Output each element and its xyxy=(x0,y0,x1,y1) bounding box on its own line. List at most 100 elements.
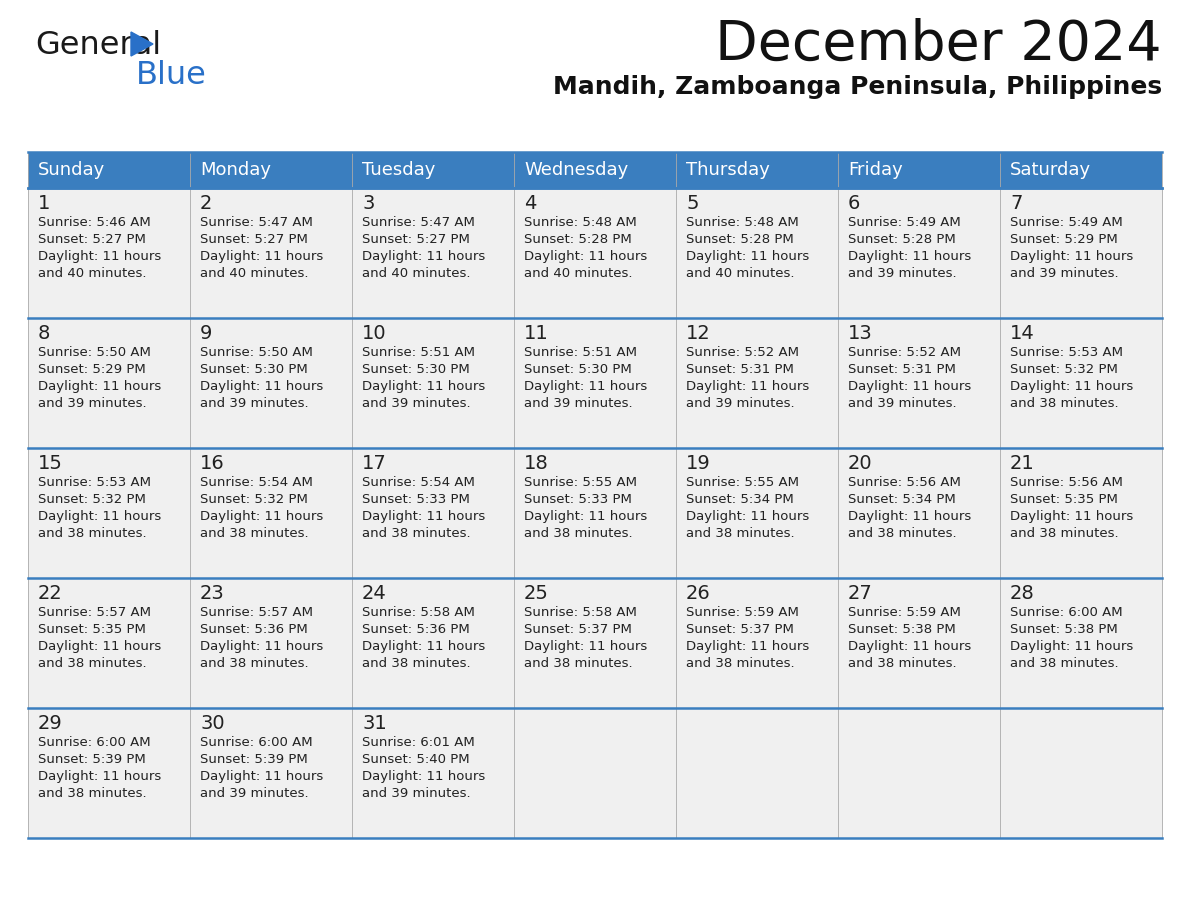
Text: Mandih, Zamboanga Peninsula, Philippines: Mandih, Zamboanga Peninsula, Philippines xyxy=(552,75,1162,99)
Text: and 40 minutes.: and 40 minutes. xyxy=(362,267,470,280)
Text: and 38 minutes.: and 38 minutes. xyxy=(848,657,956,670)
Text: 2: 2 xyxy=(200,194,213,213)
Bar xyxy=(838,152,1000,188)
Text: Sunrise: 5:57 AM: Sunrise: 5:57 AM xyxy=(38,606,151,619)
Text: Sunday: Sunday xyxy=(38,161,106,179)
Bar xyxy=(676,318,838,448)
Text: Daylight: 11 hours: Daylight: 11 hours xyxy=(1010,640,1133,653)
Text: Daylight: 11 hours: Daylight: 11 hours xyxy=(685,380,809,393)
Text: Sunrise: 5:53 AM: Sunrise: 5:53 AM xyxy=(1010,346,1123,359)
Text: and 38 minutes.: and 38 minutes. xyxy=(200,527,309,540)
Text: Daylight: 11 hours: Daylight: 11 hours xyxy=(848,510,972,523)
Text: Daylight: 11 hours: Daylight: 11 hours xyxy=(362,250,485,263)
Text: 9: 9 xyxy=(200,324,213,343)
Bar xyxy=(352,152,514,188)
Text: Sunset: 5:30 PM: Sunset: 5:30 PM xyxy=(524,363,632,376)
Bar xyxy=(352,188,514,318)
Text: Sunset: 5:29 PM: Sunset: 5:29 PM xyxy=(38,363,146,376)
Bar xyxy=(514,152,676,188)
Text: Daylight: 11 hours: Daylight: 11 hours xyxy=(362,510,485,523)
Text: Sunset: 5:38 PM: Sunset: 5:38 PM xyxy=(1010,623,1118,636)
Text: Sunrise: 5:46 AM: Sunrise: 5:46 AM xyxy=(38,216,151,229)
Text: Sunset: 5:34 PM: Sunset: 5:34 PM xyxy=(685,493,794,506)
Bar xyxy=(838,578,1000,708)
Bar xyxy=(514,708,676,838)
Text: Wednesday: Wednesday xyxy=(524,161,628,179)
Bar xyxy=(676,152,838,188)
Text: Sunset: 5:31 PM: Sunset: 5:31 PM xyxy=(685,363,794,376)
Text: General: General xyxy=(34,30,162,61)
Text: and 40 minutes.: and 40 minutes. xyxy=(38,267,146,280)
Bar xyxy=(190,448,352,578)
Text: and 38 minutes.: and 38 minutes. xyxy=(1010,657,1119,670)
Text: Sunset: 5:40 PM: Sunset: 5:40 PM xyxy=(362,753,469,766)
Text: 4: 4 xyxy=(524,194,536,213)
Text: Daylight: 11 hours: Daylight: 11 hours xyxy=(1010,250,1133,263)
Text: Daylight: 11 hours: Daylight: 11 hours xyxy=(1010,380,1133,393)
Text: Daylight: 11 hours: Daylight: 11 hours xyxy=(200,640,323,653)
Text: Sunset: 5:38 PM: Sunset: 5:38 PM xyxy=(848,623,956,636)
Text: Sunrise: 5:49 AM: Sunrise: 5:49 AM xyxy=(1010,216,1123,229)
Text: 3: 3 xyxy=(362,194,374,213)
Text: Sunrise: 6:00 AM: Sunrise: 6:00 AM xyxy=(200,736,312,749)
Text: Sunset: 5:29 PM: Sunset: 5:29 PM xyxy=(1010,233,1118,246)
Text: Sunset: 5:39 PM: Sunset: 5:39 PM xyxy=(38,753,146,766)
Text: Sunset: 5:35 PM: Sunset: 5:35 PM xyxy=(38,623,146,636)
Text: Sunrise: 5:59 AM: Sunrise: 5:59 AM xyxy=(685,606,798,619)
Text: and 38 minutes.: and 38 minutes. xyxy=(38,657,146,670)
Text: Daylight: 11 hours: Daylight: 11 hours xyxy=(362,640,485,653)
Text: and 39 minutes.: and 39 minutes. xyxy=(200,397,309,410)
Text: and 39 minutes.: and 39 minutes. xyxy=(200,787,309,800)
Text: 19: 19 xyxy=(685,454,710,473)
Text: Daylight: 11 hours: Daylight: 11 hours xyxy=(524,380,647,393)
Bar xyxy=(514,448,676,578)
Text: Sunset: 5:34 PM: Sunset: 5:34 PM xyxy=(848,493,956,506)
Text: Sunset: 5:30 PM: Sunset: 5:30 PM xyxy=(362,363,469,376)
Text: 13: 13 xyxy=(848,324,873,343)
Bar xyxy=(1000,708,1162,838)
Text: and 38 minutes.: and 38 minutes. xyxy=(1010,397,1119,410)
Text: Sunset: 5:28 PM: Sunset: 5:28 PM xyxy=(524,233,632,246)
Bar xyxy=(190,318,352,448)
Text: Blue: Blue xyxy=(135,60,207,91)
Text: Daylight: 11 hours: Daylight: 11 hours xyxy=(362,770,485,783)
Text: Sunrise: 5:55 AM: Sunrise: 5:55 AM xyxy=(524,476,637,489)
Text: Daylight: 11 hours: Daylight: 11 hours xyxy=(362,380,485,393)
Text: 20: 20 xyxy=(848,454,873,473)
Bar xyxy=(514,318,676,448)
Text: Sunset: 5:30 PM: Sunset: 5:30 PM xyxy=(200,363,308,376)
Text: and 40 minutes.: and 40 minutes. xyxy=(524,267,632,280)
Text: 11: 11 xyxy=(524,324,549,343)
Text: 25: 25 xyxy=(524,584,549,603)
Text: Daylight: 11 hours: Daylight: 11 hours xyxy=(38,250,162,263)
Text: Sunset: 5:36 PM: Sunset: 5:36 PM xyxy=(362,623,469,636)
Text: and 38 minutes.: and 38 minutes. xyxy=(524,527,633,540)
Text: 22: 22 xyxy=(38,584,63,603)
Text: Daylight: 11 hours: Daylight: 11 hours xyxy=(524,250,647,263)
Bar xyxy=(676,708,838,838)
Text: and 39 minutes.: and 39 minutes. xyxy=(362,787,470,800)
Bar xyxy=(1000,318,1162,448)
Text: and 39 minutes.: and 39 minutes. xyxy=(1010,267,1119,280)
Text: 18: 18 xyxy=(524,454,549,473)
Text: Daylight: 11 hours: Daylight: 11 hours xyxy=(1010,510,1133,523)
Text: Saturday: Saturday xyxy=(1010,161,1091,179)
Text: 30: 30 xyxy=(200,714,225,733)
Bar xyxy=(29,448,190,578)
Text: Friday: Friday xyxy=(848,161,903,179)
Text: Sunrise: 5:56 AM: Sunrise: 5:56 AM xyxy=(848,476,961,489)
Text: Sunset: 5:27 PM: Sunset: 5:27 PM xyxy=(38,233,146,246)
Text: 7: 7 xyxy=(1010,194,1023,213)
Text: Tuesday: Tuesday xyxy=(362,161,435,179)
Text: Sunrise: 5:51 AM: Sunrise: 5:51 AM xyxy=(362,346,475,359)
Text: and 38 minutes.: and 38 minutes. xyxy=(362,657,470,670)
Text: 16: 16 xyxy=(200,454,225,473)
Text: 8: 8 xyxy=(38,324,50,343)
Text: Sunset: 5:33 PM: Sunset: 5:33 PM xyxy=(524,493,632,506)
Text: Sunset: 5:27 PM: Sunset: 5:27 PM xyxy=(362,233,470,246)
Text: Sunset: 5:32 PM: Sunset: 5:32 PM xyxy=(38,493,146,506)
Text: Sunrise: 5:52 AM: Sunrise: 5:52 AM xyxy=(685,346,800,359)
Text: 12: 12 xyxy=(685,324,710,343)
Text: 5: 5 xyxy=(685,194,699,213)
Text: Sunset: 5:39 PM: Sunset: 5:39 PM xyxy=(200,753,308,766)
